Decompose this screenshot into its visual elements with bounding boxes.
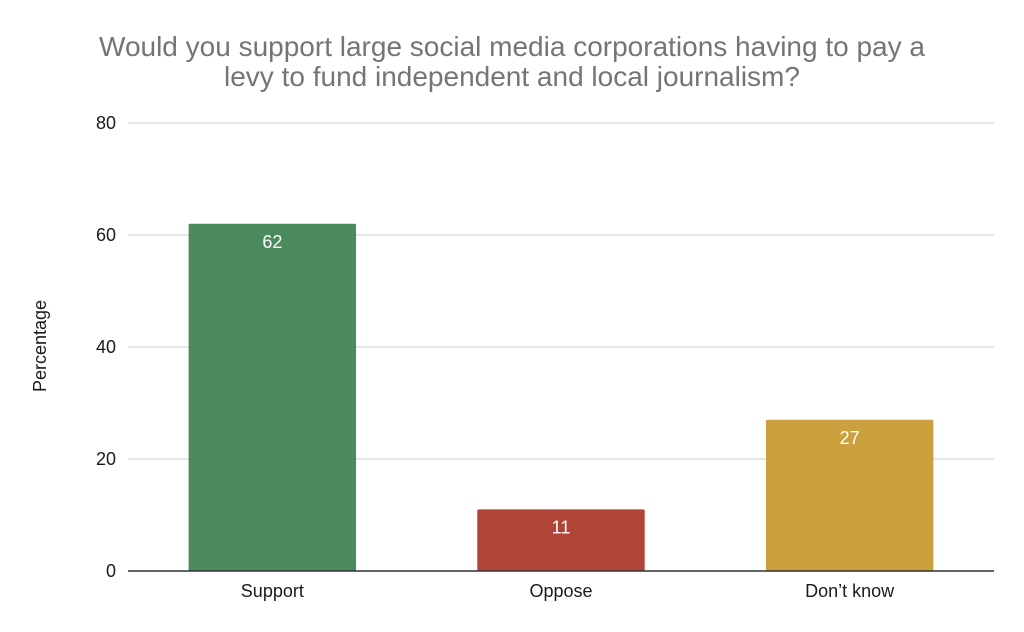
data-label: 27 xyxy=(840,428,860,448)
y-tick-label: 60 xyxy=(96,225,116,245)
y-tick-label: 20 xyxy=(96,449,116,469)
x-tick-label: Support xyxy=(241,581,304,601)
chart-title-line-2: levy to fund independent and local journ… xyxy=(224,61,800,92)
data-label: 11 xyxy=(552,517,571,537)
x-tick-label: Don’t know xyxy=(805,581,895,601)
data-label: 62 xyxy=(262,232,282,252)
chart-title-line-1: Would you support large social media cor… xyxy=(99,31,925,62)
y-tick-label: 80 xyxy=(96,113,116,133)
data-labels: 62 11 27 xyxy=(262,232,859,538)
bar-oppose xyxy=(477,509,645,571)
y-axis-ticks: 0 20 40 60 80 xyxy=(96,113,116,581)
bars xyxy=(188,223,934,572)
chart-title: Would you support large social media cor… xyxy=(99,31,925,92)
x-tick-label: Oppose xyxy=(529,581,592,601)
y-tick-label: 40 xyxy=(96,337,116,357)
x-axis-ticks: Support Oppose Don’t know xyxy=(241,581,895,601)
bar-don-t-know xyxy=(765,419,934,571)
y-axis-label: Percentage xyxy=(30,300,50,392)
bar-support xyxy=(188,223,357,572)
y-tick-label: 0 xyxy=(106,561,116,581)
